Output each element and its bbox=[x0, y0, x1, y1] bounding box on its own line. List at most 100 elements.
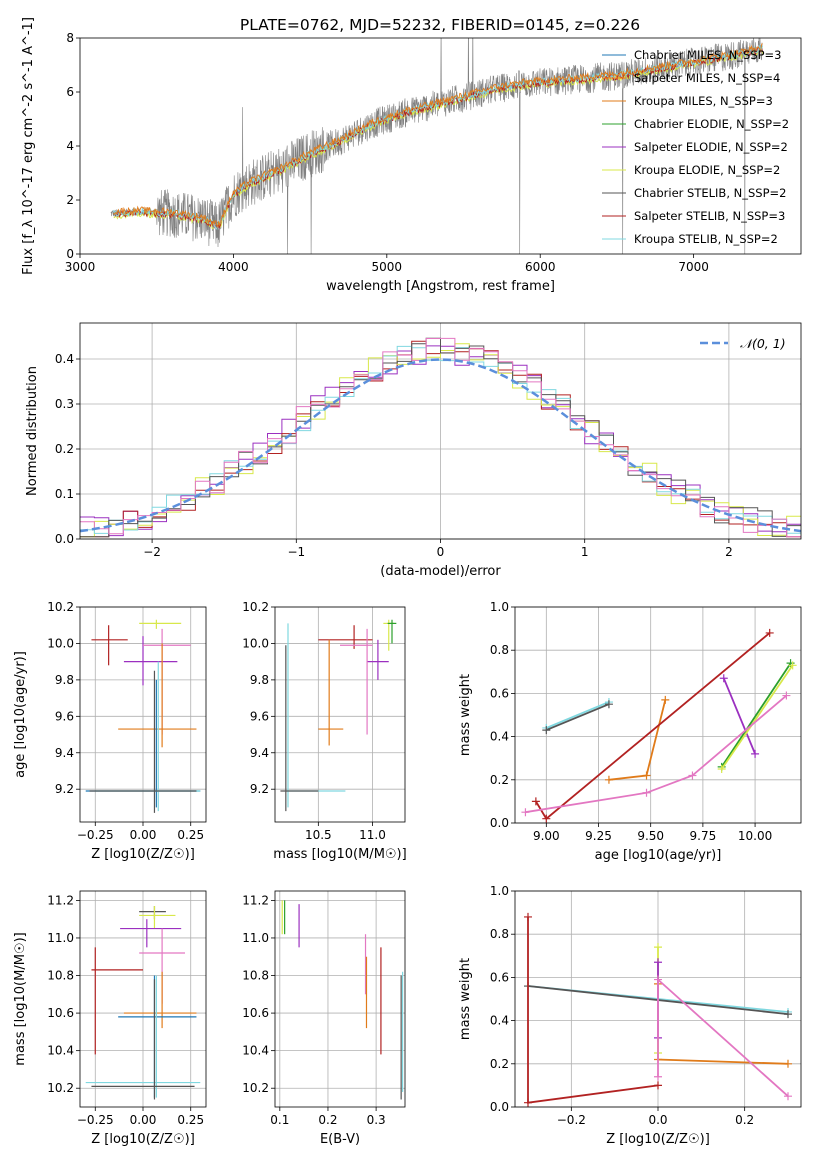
series-line-salpeter_stelib bbox=[527, 916, 659, 1104]
y-tick-label: 0.4 bbox=[490, 1014, 509, 1028]
spectrum-axes: 3000 4000 5000 6000 7000 0 2 4 6 8 wavelength [Ang… bbox=[21, 17, 802, 294]
residuals-plot-area bbox=[80, 337, 801, 538]
y-tick-label: 11.0 bbox=[242, 931, 269, 945]
data-point-marker bbox=[717, 765, 726, 773]
x-tick-label: 0.2 bbox=[735, 1113, 754, 1127]
z_mass-frame bbox=[79, 890, 207, 1108]
data-point-marker bbox=[661, 695, 670, 704]
legend-label: Salpeter ELODIE, N_SSP=2 bbox=[634, 140, 788, 154]
data-point-marker bbox=[604, 775, 613, 784]
y-tick-label: 0.3 bbox=[55, 397, 74, 411]
mass_age-plot-area bbox=[280, 619, 397, 812]
mass_age-axes: 10.5 11.0 9.2 9.4 9.6 9.8 10.0 10.2 mass [log10(… bbox=[242, 600, 406, 862]
residuals-axes: −2 −1 0 1 2 0.0 0.1 0.2 0.3 0.4 (data-model)/error… bbox=[25, 322, 802, 579]
x-tick-label: 0.0 bbox=[648, 1113, 667, 1127]
x-tick-label: 0.1 bbox=[270, 1113, 289, 1127]
data-point-marker bbox=[524, 912, 532, 921]
legend-label: Kroupa ELODIE, N_SSP=2 bbox=[634, 163, 780, 177]
y-tick-label: 9.6 bbox=[55, 709, 74, 723]
y-axis-label: Flux [f_λ 10^-17 erg cm^-2 s^-1 A^-1] bbox=[21, 17, 36, 275]
histogram-kroupa_pink bbox=[80, 337, 801, 538]
z_mass-axes: −0.25 0.00 0.25 10.2 10.4 10.6 10.8 11.0 11.2 Z [… bbox=[13, 890, 207, 1147]
age_weight-plot-area bbox=[521, 628, 797, 823]
legend-label: Kroupa MILES, N_SSP=3 bbox=[634, 94, 773, 108]
y-tick-label: 9.2 bbox=[55, 782, 74, 796]
x-axis-label: Z [log10(Z/Z☉)] bbox=[91, 847, 195, 862]
y-tick-label: 10.2 bbox=[47, 1081, 74, 1095]
x-tick-label: −0.25 bbox=[77, 1113, 114, 1127]
data-point-marker bbox=[784, 1092, 792, 1101]
legend-label: 𝒩(0, 1) bbox=[740, 336, 786, 351]
data-point-marker bbox=[719, 674, 728, 683]
age_weight-axes: 9.00 9.25 9.50 9.75 10.00 0.0 0.2 0.4 0.6 0.8 1.0 a… bbox=[458, 600, 802, 863]
data-point-marker bbox=[604, 700, 613, 709]
y-axis-label: Normed distribution bbox=[25, 366, 40, 496]
y-tick-label: 0.0 bbox=[55, 532, 74, 546]
y-axis-label: age [log10(age/yr)] bbox=[13, 651, 28, 778]
x-tick-label: 4000 bbox=[218, 260, 249, 274]
x-tick-label: 0 bbox=[437, 545, 445, 559]
y-tick-label: 1.0 bbox=[490, 884, 509, 898]
x-axis-label: Z [log10(Z/Z☉)] bbox=[606, 1132, 710, 1147]
y-tick-label: 10.4 bbox=[242, 1044, 269, 1058]
y-tick-label: 0.4 bbox=[490, 730, 509, 744]
y-tick-label: 10.6 bbox=[47, 1006, 74, 1020]
data-point-marker bbox=[654, 1081, 662, 1090]
data-point-marker bbox=[654, 958, 662, 967]
y-tick-label: 0.8 bbox=[490, 927, 509, 941]
x-tick-label: 11.0 bbox=[359, 828, 386, 842]
data-point-marker bbox=[784, 1010, 792, 1019]
z_weight-axes: −0.2 0.0 0.2 0.0 0.2 0.4 0.6 0.8 1.0 Z [log10(Z/Z… bbox=[458, 884, 802, 1147]
y-tick-label: 0.6 bbox=[490, 686, 509, 700]
y-tick-label: 0.2 bbox=[490, 1057, 509, 1071]
series-line-kroupa_miles bbox=[608, 699, 667, 781]
normal-curve bbox=[80, 358, 801, 533]
y-axis-label: mass weight bbox=[458, 958, 473, 1040]
y-tick-label: 9.2 bbox=[250, 782, 269, 796]
x-axis-label: (data-model)/error bbox=[380, 564, 501, 579]
legend-label: Salpeter STELIB, N_SSP=3 bbox=[634, 209, 785, 223]
y-tick-label: 0.2 bbox=[55, 442, 74, 456]
x-tick-label: 0.2 bbox=[318, 1113, 337, 1127]
data-point-marker bbox=[642, 771, 651, 780]
y-tick-label: 0 bbox=[66, 247, 74, 261]
ebv_mass-frame bbox=[274, 890, 406, 1108]
x-tick-label: 10.5 bbox=[305, 828, 332, 842]
series-line-kroupa_pink bbox=[657, 977, 789, 1097]
y-tick-label: 2 bbox=[66, 193, 74, 207]
data-point-marker bbox=[654, 975, 662, 984]
y-tick-label: 0.1 bbox=[55, 487, 74, 501]
x-tick-label: 0.00 bbox=[130, 1113, 157, 1127]
x-tick-label: −2 bbox=[143, 545, 161, 559]
y-tick-label: 10.2 bbox=[242, 1081, 269, 1095]
data-point-marker bbox=[521, 808, 530, 817]
data-point-marker bbox=[782, 691, 791, 700]
series-line-salpeter_elodie bbox=[722, 677, 756, 755]
x-axis-label: mass [log10(M/M☉)] bbox=[273, 847, 406, 862]
series-line-chabrier_stelib bbox=[545, 703, 610, 731]
y-axis-label: mass weight bbox=[458, 674, 473, 756]
x-tick-label: 9.25 bbox=[585, 829, 612, 843]
legend-label: Chabrier STELIB, N_SSP=2 bbox=[634, 186, 786, 200]
y-tick-label: 11.2 bbox=[47, 893, 74, 907]
z_weight-plot-area bbox=[524, 912, 792, 1107]
z_age-frame bbox=[79, 606, 207, 823]
legend-label: Chabrier ELODIE, N_SSP=2 bbox=[634, 117, 789, 131]
data-point-marker bbox=[784, 1059, 792, 1068]
x-tick-label: −1 bbox=[287, 545, 305, 559]
data-point-marker bbox=[524, 1098, 532, 1107]
x-tick-label: 0.25 bbox=[177, 1113, 204, 1127]
data-point-marker bbox=[542, 814, 551, 823]
legend-label: Salpeter MILES, N_SSP=4 bbox=[634, 71, 780, 85]
z_age-axes: −0.25 0.00 0.25 9.2 9.4 9.6 9.8 10.0 10.2 Z [log1… bbox=[13, 600, 207, 862]
y-axis-label: mass [log10(M/M☉)] bbox=[13, 932, 28, 1065]
x-tick-label: 6000 bbox=[525, 260, 556, 274]
y-tick-label: 10.0 bbox=[242, 636, 269, 650]
y-tick-label: 10.8 bbox=[47, 969, 74, 983]
x-tick-label: 0.00 bbox=[130, 828, 157, 842]
x-tick-label: 0.25 bbox=[177, 828, 204, 842]
y-tick-label: 10.6 bbox=[242, 1006, 269, 1020]
x-tick-label: 7000 bbox=[678, 260, 709, 274]
data-point-marker bbox=[751, 749, 760, 758]
y-tick-label: 9.8 bbox=[55, 673, 74, 687]
